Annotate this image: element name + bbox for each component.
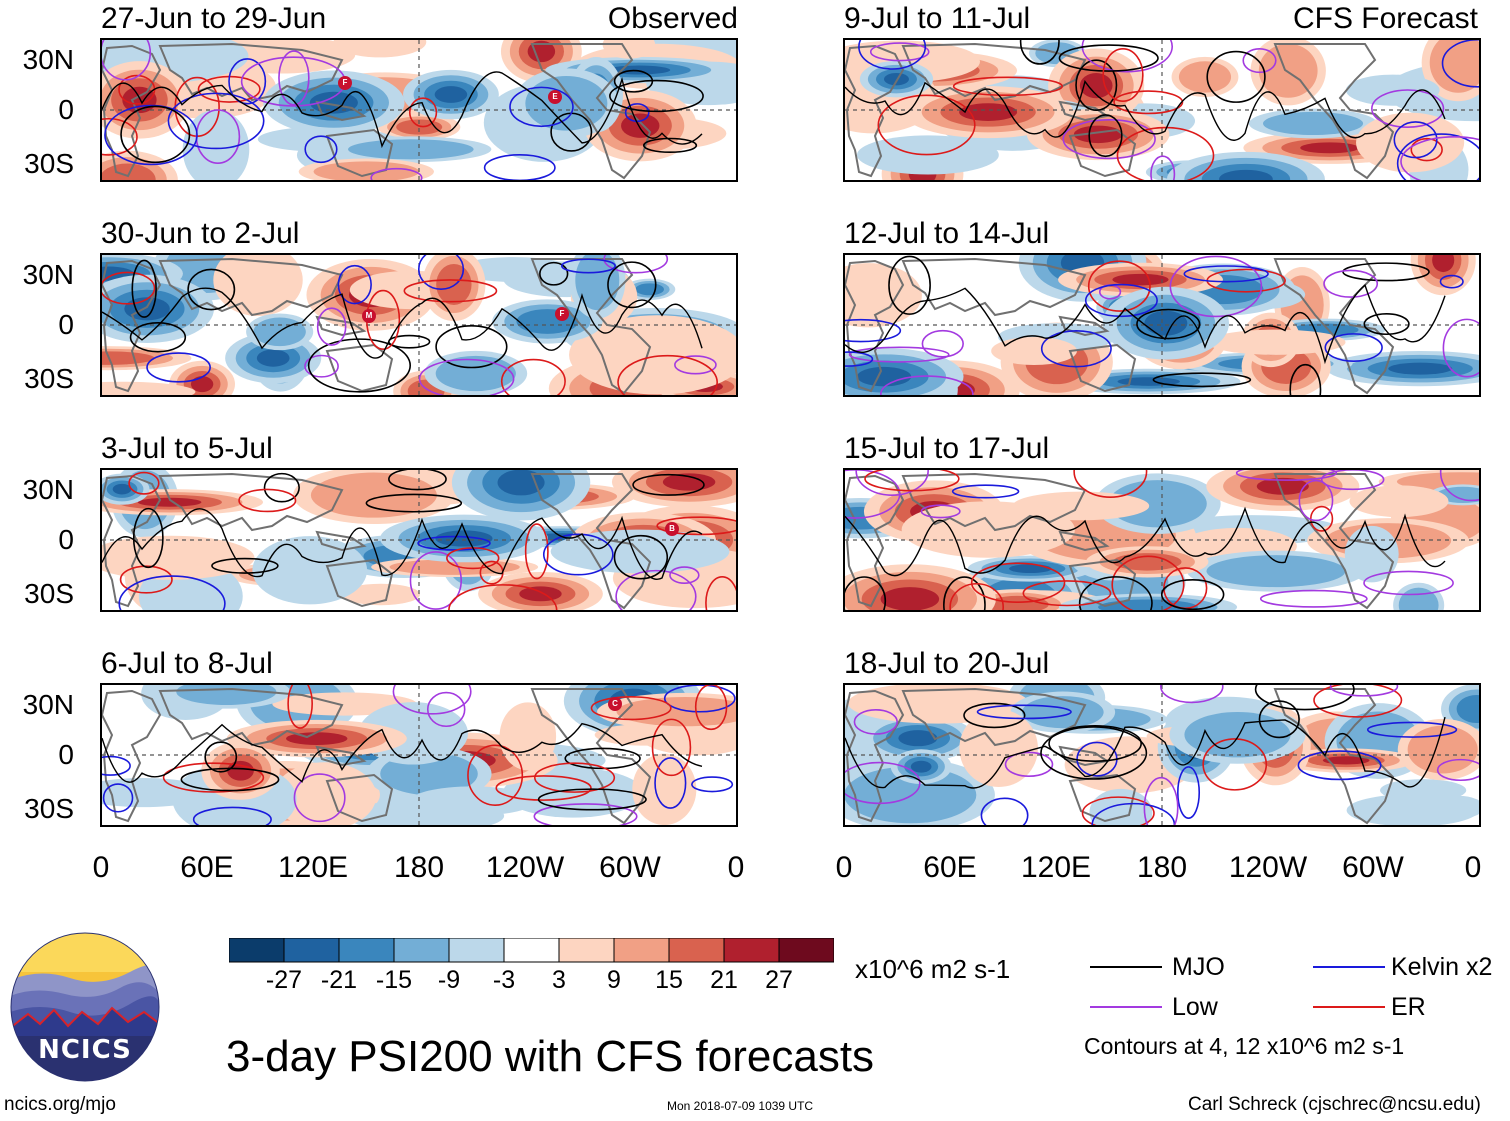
map-panel — [843, 683, 1481, 827]
lon-label: 0 — [727, 851, 745, 884]
footer-credit: Carl Schreck (cjschrec@ncsu.edu) — [1188, 1094, 1481, 1115]
legend-label-low: Low — [1172, 993, 1218, 1021]
panel-tag: CFS Forecast — [1292, 2, 1478, 35]
panel-title: 12-Jul to 14-Jul — [844, 217, 1050, 250]
legend-line-low — [1090, 1006, 1162, 1008]
lon-label: 0 — [92, 851, 110, 884]
footer-timestamp: Mon 2018-07-09 1039 UTC — [667, 1099, 814, 1113]
colorbar-tick-label: 27 — [765, 966, 793, 994]
colorbar-tick-label: -9 — [437, 966, 461, 994]
colorbar-swatch — [723, 938, 780, 963]
storm-marker-icon: B — [665, 522, 679, 536]
lat-label: 30S — [24, 578, 74, 609]
colorbar-tick-label: -21 — [320, 966, 358, 994]
panel-title: 15-Jul to 17-Jul — [844, 432, 1050, 465]
legend-line-kelvin — [1313, 966, 1385, 968]
panel-tag: Observed — [607, 2, 738, 35]
colorbar-swatch — [393, 938, 450, 963]
footer-link[interactable]: ncics.org/mjo — [4, 1094, 116, 1115]
colorbar-swatch — [283, 938, 340, 963]
legend-label-er: ER — [1391, 993, 1426, 1021]
lat-label: 0 — [58, 739, 74, 770]
lat-label: 30N — [22, 689, 74, 720]
lon-label: 60E — [923, 851, 977, 884]
colorbar-swatch — [229, 938, 285, 963]
lon-label: 60W — [599, 851, 661, 884]
panel-title: 6-Jul to 8-Jul — [101, 647, 273, 680]
panel-title: 3-Jul to 5-Jul — [101, 432, 273, 465]
colorbar-tick-label: 9 — [607, 966, 621, 994]
legend-line-mjo — [1090, 966, 1162, 968]
map-field — [102, 255, 736, 395]
map-panel: C — [100, 683, 738, 827]
figure-title: 3-day PSI200 with CFS forecasts — [226, 1032, 875, 1081]
legend-label-mjo: MJO — [1172, 953, 1225, 981]
panel-title: 18-Jul to 20-Jul — [844, 647, 1050, 680]
colorbar-unit: x10^6 m2 s-1 — [855, 954, 1011, 984]
lat-label: 30N — [22, 44, 74, 75]
lon-label: 180 — [1136, 851, 1188, 884]
colorbar-tick-label: -27 — [265, 966, 303, 994]
storm-marker-icon: F — [338, 76, 352, 90]
lat-label: 30S — [24, 363, 74, 394]
lat-label: 30S — [24, 148, 74, 179]
map-field — [845, 40, 1479, 180]
map-panel: B — [100, 468, 738, 612]
map-panel — [843, 253, 1481, 397]
colorbar-swatch — [448, 938, 505, 963]
storm-marker-icon: C — [608, 697, 622, 711]
lat-label: 0 — [58, 524, 74, 555]
map-field — [102, 685, 736, 825]
map-panel — [843, 38, 1481, 182]
map-field — [102, 470, 736, 610]
lon-label: 0 — [835, 851, 853, 884]
map-field — [845, 255, 1479, 395]
colorbar-tick-label: 21 — [710, 966, 738, 994]
lat-label: 0 — [58, 94, 74, 125]
legend-label-kelvin: Kelvin x2 — [1391, 953, 1493, 981]
colorbar-swatch — [778, 938, 834, 963]
map-field — [845, 470, 1479, 610]
lon-label: 120E — [277, 851, 349, 884]
lon-label: 120W — [485, 851, 565, 884]
colorbar-swatch — [668, 938, 725, 963]
lat-label: 0 — [58, 309, 74, 340]
map-field — [845, 685, 1479, 825]
colorbar-tick-label: 3 — [552, 966, 566, 994]
lat-label: 30S — [24, 793, 74, 824]
map-panel — [843, 468, 1481, 612]
panel-title: 27-Jun to 29-Jun — [101, 2, 327, 35]
lon-label: 60E — [180, 851, 234, 884]
colorbar-swatch — [558, 938, 615, 963]
legend-note: Contours at 4, 12 x10^6 m2 s-1 — [1084, 1033, 1405, 1059]
lat-label: 30N — [22, 259, 74, 290]
lon-label: 120E — [1020, 851, 1092, 884]
map-field — [102, 40, 736, 180]
colorbar-swatch — [503, 938, 560, 963]
lon-label: 120W — [1228, 851, 1308, 884]
logo-globe-icon — [10, 932, 160, 1082]
colorbar-tick-label: -15 — [375, 966, 413, 994]
storm-marker-icon: M — [362, 309, 376, 323]
storm-marker-icon: F — [555, 307, 569, 321]
colorbar-swatch — [338, 938, 395, 963]
colorbar-swatches — [229, 938, 834, 963]
legend-line-er — [1313, 1006, 1385, 1008]
lat-label: 30N — [22, 474, 74, 505]
colorbar-tick-label: -3 — [492, 966, 516, 994]
panel-title: 9-Jul to 11-Jul — [844, 2, 1031, 35]
ncics-logo[interactable]: NCICS — [10, 932, 160, 1082]
logo-text: NCICS — [38, 1035, 132, 1065]
lon-label: 180 — [393, 851, 445, 884]
panel-title: 30-Jun to 2-Jul — [101, 217, 300, 250]
lon-label: 60W — [1342, 851, 1404, 884]
colorbar-swatch — [613, 938, 670, 963]
storm-marker-icon: E — [548, 90, 562, 104]
colorbar-tick-label: 15 — [655, 966, 683, 994]
lon-label: 0 — [1464, 851, 1482, 884]
